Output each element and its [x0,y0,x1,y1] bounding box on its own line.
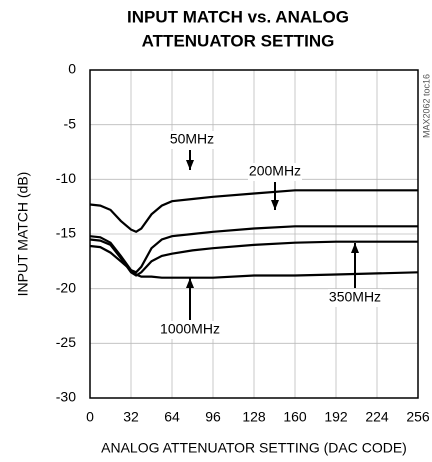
plot-frame [89,69,419,399]
y-tick-label: -10 [56,170,76,186]
figure-note: MAX2062 toc16 [421,74,431,138]
legend-label: 350MHz [329,289,381,305]
label-background [328,289,382,307]
arrow-head [271,200,279,210]
series-line [89,189,418,234]
x-tick-label: 256 [406,409,430,425]
x-tick-label: 192 [324,409,348,425]
label-background [248,163,302,181]
legend-label: 1000MHz [160,321,220,337]
label-background [159,321,221,339]
chart-title: ATTENUATOR SETTING [142,31,335,50]
label-background [169,131,215,149]
x-tick-label: 0 [86,409,94,425]
series-line [89,244,419,279]
legend-label: 200MHz [249,163,301,179]
series-line [89,225,418,274]
x-tick-label: 128 [242,409,266,425]
arrow-head [186,160,194,170]
x-tick-label: 32 [123,409,139,425]
x-tick-label: 96 [205,409,221,425]
y-tick-label: -15 [56,225,76,241]
x-axis-label: ANALOG ATTENUATOR SETTING (DAC CODE) [101,440,407,456]
x-tick-label: 64 [164,409,180,425]
x-tick-label: 160 [283,409,307,425]
y-tick-label: -5 [64,115,77,131]
arrow-head [186,278,194,288]
series-line [89,238,418,277]
y-tick-label: -20 [56,279,76,295]
arrow-head [351,243,359,253]
legend-label: 50MHz [170,131,214,147]
y-tick-label: -25 [56,334,76,350]
chart-title: INPUT MATCH vs. ANALOG [127,7,349,26]
x-tick-label: 224 [365,409,389,425]
y-tick-label: 0 [68,61,76,77]
y-axis-label: INPUT MATCH (dB) [15,172,31,297]
y-tick-label: -30 [56,389,76,405]
